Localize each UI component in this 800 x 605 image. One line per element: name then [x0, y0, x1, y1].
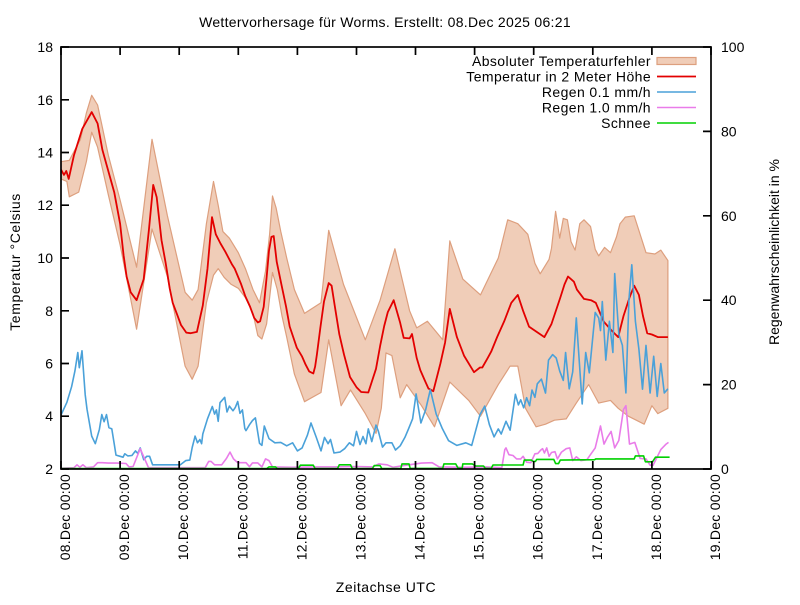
svg-text:Zeitachse UTC: Zeitachse UTC — [336, 579, 436, 595]
svg-text:4: 4 — [45, 408, 53, 424]
svg-text:60: 60 — [721, 208, 737, 224]
svg-text:40: 40 — [721, 292, 737, 308]
svg-text:Regen 1.0 mm/h: Regen 1.0 mm/h — [542, 100, 651, 116]
svg-text:0: 0 — [721, 461, 729, 477]
svg-text:Regenwahrscheinlichkeit in %: Regenwahrscheinlichkeit in % — [766, 159, 782, 345]
svg-text:18: 18 — [37, 39, 53, 55]
svg-text:16.Dec 00:00: 16.Dec 00:00 — [530, 474, 546, 560]
svg-text:12.Dec 00:00: 12.Dec 00:00 — [293, 474, 309, 560]
svg-text:10: 10 — [37, 250, 53, 266]
svg-text:Temperatur in 2 Meter Höhe: Temperatur in 2 Meter Höhe — [466, 69, 651, 85]
svg-text:14: 14 — [37, 145, 53, 161]
svg-text:Absoluter Temperaturfehler: Absoluter Temperaturfehler — [472, 53, 651, 69]
svg-text:18.Dec 00:00: 18.Dec 00:00 — [648, 474, 664, 560]
svg-text:2: 2 — [45, 461, 53, 477]
svg-text:10.Dec 00:00: 10.Dec 00:00 — [175, 474, 191, 560]
svg-text:12: 12 — [37, 197, 53, 213]
svg-text:6: 6 — [45, 356, 53, 372]
svg-text:19.Dec 00:00: 19.Dec 00:00 — [707, 474, 723, 560]
svg-text:09.Dec 00:00: 09.Dec 00:00 — [116, 474, 132, 560]
svg-text:16: 16 — [37, 92, 53, 108]
svg-text:11.Dec 00:00: 11.Dec 00:00 — [234, 474, 250, 559]
svg-text:Schnee: Schnee — [601, 115, 651, 131]
svg-text:Regen 0.1 mm/h: Regen 0.1 mm/h — [542, 84, 651, 100]
svg-text:100: 100 — [721, 39, 745, 55]
svg-text:8: 8 — [45, 303, 53, 319]
svg-text:80: 80 — [721, 123, 737, 139]
svg-text:20: 20 — [721, 377, 737, 393]
svg-text:Temperatur °Celsius: Temperatur °Celsius — [7, 193, 23, 331]
svg-text:13.Dec 00:00: 13.Dec 00:00 — [353, 474, 369, 560]
svg-text:15.Dec 00:00: 15.Dec 00:00 — [471, 474, 487, 560]
svg-text:Wettervorhersage für Worms. Er: Wettervorhersage für Worms. Erstellt: 08… — [199, 14, 571, 30]
svg-text:14.Dec 00:00: 14.Dec 00:00 — [412, 474, 428, 560]
svg-text:17.Dec 00:00: 17.Dec 00:00 — [589, 474, 605, 560]
svg-text:08.Dec 00:00: 08.Dec 00:00 — [57, 474, 73, 560]
